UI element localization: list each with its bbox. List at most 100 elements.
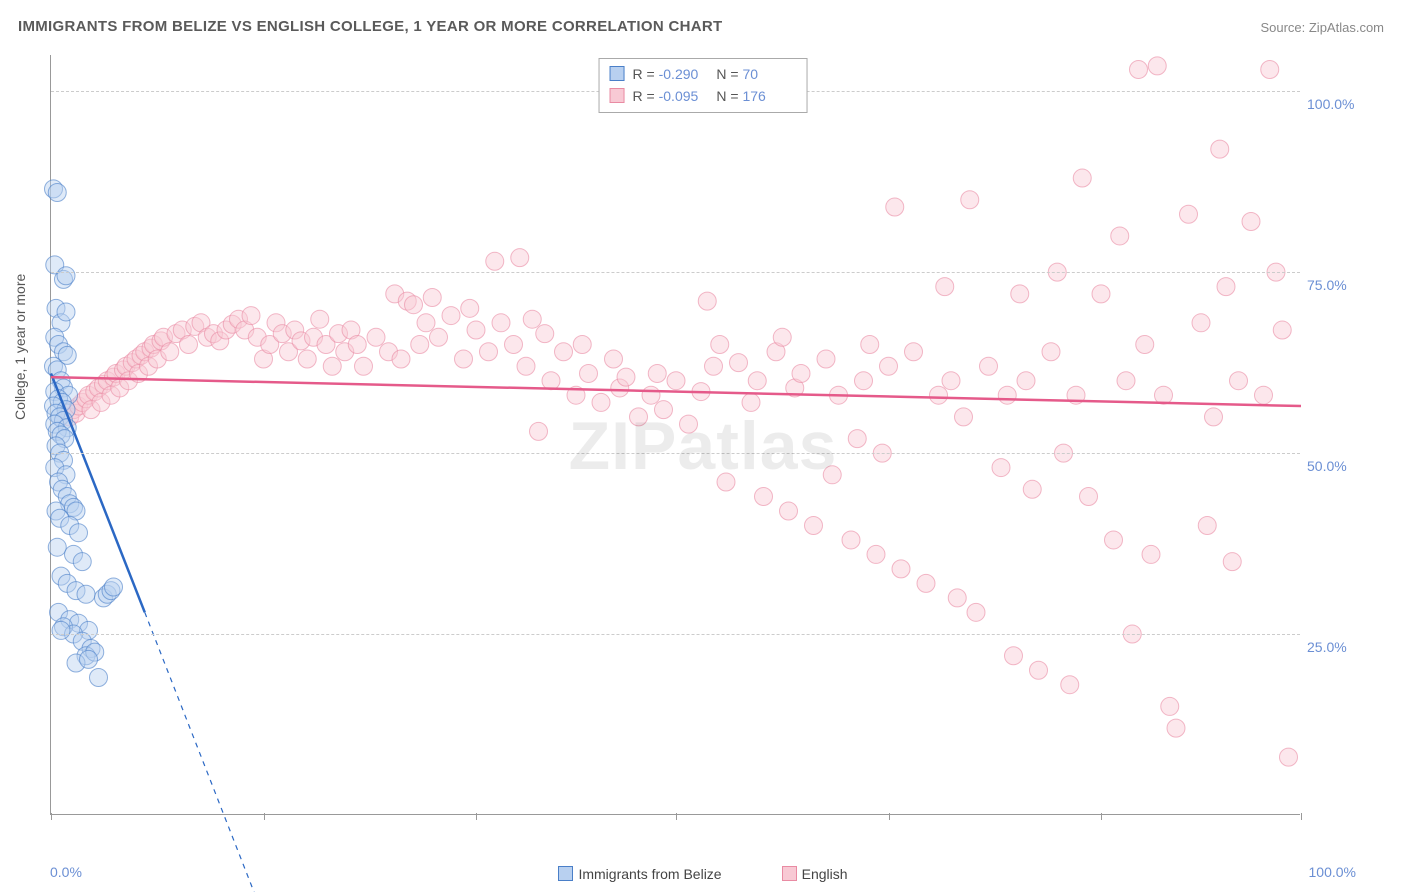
scatter-point: [1061, 676, 1079, 694]
y-tick-label: 25.0%: [1307, 639, 1362, 655]
scatter-point: [667, 372, 685, 390]
r-value: -0.095: [659, 85, 709, 107]
legend-label: English: [802, 866, 848, 882]
scatter-point: [1280, 748, 1298, 766]
legend-item: Immigrants from Belize: [558, 866, 721, 882]
scatter-point: [930, 386, 948, 404]
scatter-point: [417, 314, 435, 332]
scatter-point: [355, 357, 373, 375]
scatter-point: [530, 422, 548, 440]
scatter-point: [717, 473, 735, 491]
scatter-point: [1148, 57, 1166, 75]
gridline: [51, 453, 1300, 454]
x-tick: [264, 813, 265, 820]
scatter-point: [511, 249, 529, 267]
legend-row: R = -0.095 N = 176: [610, 85, 793, 107]
scatter-point: [57, 303, 75, 321]
source-attribution: Source: ZipAtlas.com: [1260, 20, 1384, 35]
scatter-point: [1192, 314, 1210, 332]
scatter-point: [936, 278, 954, 296]
scatter-point: [1230, 372, 1248, 390]
scatter-point: [1117, 372, 1135, 390]
scatter-point: [80, 650, 98, 668]
scatter-point: [1136, 336, 1154, 354]
scatter-point: [605, 350, 623, 368]
scatter-point: [573, 336, 591, 354]
scatter-point: [405, 296, 423, 314]
scatter-point: [780, 502, 798, 520]
scatter-point: [555, 343, 573, 361]
scatter-point: [711, 336, 729, 354]
scatter-point: [730, 354, 748, 372]
scatter-point: [742, 393, 760, 411]
scatter-point: [298, 350, 316, 368]
y-tick-label: 50.0%: [1307, 458, 1362, 474]
scatter-point: [1167, 719, 1185, 737]
scatter-point: [1205, 408, 1223, 426]
scatter-point: [705, 357, 723, 375]
scatter-point: [1080, 488, 1098, 506]
scatter-point: [580, 364, 598, 382]
scatter-point: [748, 372, 766, 390]
scatter-point: [755, 488, 773, 506]
legend-swatch: [610, 88, 625, 103]
scatter-point: [948, 589, 966, 607]
scatter-point: [1211, 140, 1229, 158]
legend-row: R = -0.290 N = 70: [610, 63, 793, 85]
scatter-point: [48, 538, 66, 556]
scatter-point: [855, 372, 873, 390]
scatter-point: [1111, 227, 1129, 245]
scatter-point: [1142, 545, 1160, 563]
scatter-point: [1092, 285, 1110, 303]
scatter-point: [848, 430, 866, 448]
scatter-point: [980, 357, 998, 375]
legend-label: Immigrants from Belize: [578, 866, 721, 882]
scatter-point: [517, 357, 535, 375]
x-tick: [1301, 813, 1302, 820]
x-tick: [676, 813, 677, 820]
scatter-point: [242, 307, 260, 325]
scatter-point: [905, 343, 923, 361]
scatter-point: [892, 560, 910, 578]
y-tick-label: 75.0%: [1307, 277, 1362, 293]
scatter-point: [1130, 60, 1148, 78]
correlation-legend: R = -0.290 N = 70R = -0.095 N = 176: [599, 58, 808, 113]
x-tick: [1101, 813, 1102, 820]
scatter-point: [842, 531, 860, 549]
scatter-point: [486, 252, 504, 270]
scatter-point: [805, 516, 823, 534]
scatter-point: [642, 386, 660, 404]
scatter-point: [880, 357, 898, 375]
scatter-point: [1030, 661, 1048, 679]
scatter-point: [648, 364, 666, 382]
scatter-point: [542, 372, 560, 390]
scatter-point: [161, 343, 179, 361]
gridline: [51, 272, 1300, 273]
scatter-point: [1198, 516, 1216, 534]
scatter-point: [323, 357, 341, 375]
scatter-point: [1105, 531, 1123, 549]
legend-swatch: [782, 866, 797, 881]
scatter-point: [367, 328, 385, 346]
scatter-point: [917, 574, 935, 592]
scatter-point: [180, 336, 198, 354]
x-tick: [51, 813, 52, 820]
scatter-point: [90, 668, 108, 686]
scatter-point: [792, 364, 810, 382]
scatter-point: [617, 368, 635, 386]
scatter-point: [1180, 205, 1198, 223]
scatter-point: [955, 408, 973, 426]
legend-swatch: [610, 66, 625, 81]
plot-area: 25.0%50.0%75.0%100.0%: [50, 55, 1300, 815]
scatter-point: [773, 328, 791, 346]
scatter-point: [52, 621, 70, 639]
chart-title: IMMIGRANTS FROM BELIZE VS ENGLISH COLLEG…: [18, 18, 722, 35]
scatter-point: [1017, 372, 1035, 390]
scatter-point: [57, 267, 75, 285]
scatter-point: [1217, 278, 1235, 296]
scatter-point: [48, 184, 66, 202]
scatter-point: [105, 578, 123, 596]
scatter-point: [523, 310, 541, 328]
scatter-point: [1161, 697, 1179, 715]
scatter-point: [992, 459, 1010, 477]
